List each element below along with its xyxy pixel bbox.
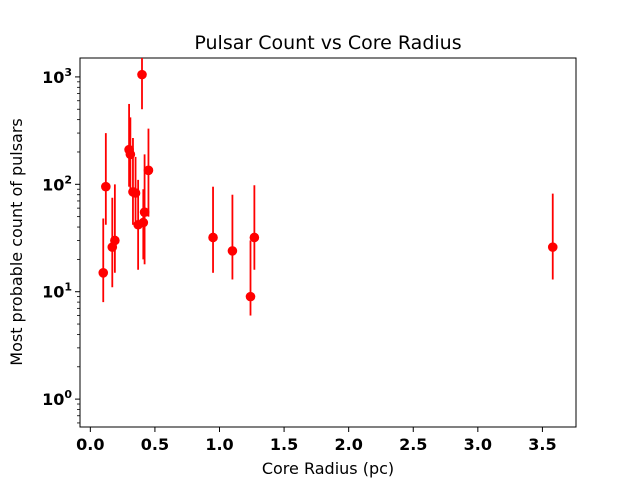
data-point [249, 232, 260, 243]
x-tick-label: 0.0 [76, 435, 104, 454]
y-tick-label: 100 [42, 388, 72, 409]
y-axis-label: Most probable count of pulsars [7, 118, 26, 365]
data-point [130, 188, 141, 198]
data-point [139, 207, 150, 217]
data-point [98, 268, 109, 278]
x-tick-label: 0.5 [141, 435, 169, 454]
data-point [143, 165, 154, 176]
x-tick-label: 1.5 [270, 435, 298, 454]
y-tick-label: 101 [42, 281, 72, 302]
data-point [547, 242, 558, 252]
x-tick-label: 3.5 [528, 435, 556, 454]
data-point [245, 291, 256, 302]
data-point [208, 232, 218, 243]
y-axis: 100 101 102 103 [42, 66, 80, 424]
x-tick-label: 3.0 [464, 435, 492, 454]
data-point [137, 69, 147, 80]
data-point [110, 235, 120, 246]
data-point [138, 217, 149, 228]
x-axis-label: Core Radius (pc) [262, 459, 394, 478]
data-series [98, 58, 558, 316]
x-tick-label: 1.0 [205, 435, 233, 454]
x-tick-label: 2.0 [334, 435, 362, 454]
chart-title: Pulsar Count vs Core Radius [194, 32, 461, 54]
data-point [101, 181, 111, 192]
data-point [227, 246, 238, 256]
y-tick-label: 103 [42, 66, 72, 87]
x-tick-label: 2.5 [399, 435, 427, 454]
data-point [125, 149, 136, 160]
y-tick-label: 102 [42, 173, 72, 194]
x-axis: 0.0 0.5 1.0 1.5 2.0 2.5 3.0 3.5 [76, 427, 557, 454]
plot-area [79, 57, 577, 428]
